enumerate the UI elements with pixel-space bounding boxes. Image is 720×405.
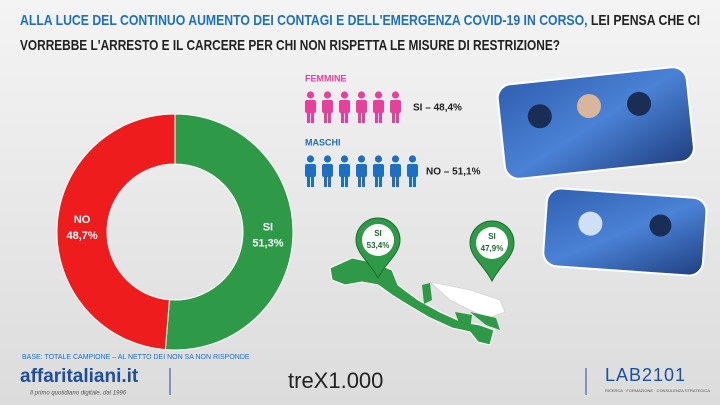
pin-share: 47,9% xyxy=(481,244,504,253)
slice-category: NO xyxy=(74,214,91,226)
base-note: BASE: TOTALE CAMPIONE – AL NETTO DEI NON… xyxy=(22,354,250,361)
person-body xyxy=(390,164,401,177)
person-body xyxy=(322,100,333,113)
person-leg xyxy=(328,111,331,123)
person-body xyxy=(373,100,384,113)
person-leg xyxy=(375,111,378,123)
person-leg xyxy=(392,175,395,187)
person-leg xyxy=(345,175,348,187)
person-leg xyxy=(379,175,382,187)
pin-share: 53,4% xyxy=(367,241,390,250)
person-leg xyxy=(413,175,416,187)
person-head xyxy=(323,91,332,99)
person-leg xyxy=(358,111,361,123)
person-leg xyxy=(307,175,310,187)
male-label: MASCHI xyxy=(305,137,341,147)
person-head xyxy=(357,91,366,99)
slice xyxy=(56,113,176,351)
title-rest: LEI PENSA CHE CI xyxy=(591,12,700,29)
person-leg xyxy=(324,111,327,123)
italy-map xyxy=(329,257,506,346)
brand-tagline: Il primo quotidiano digitale, dal 1996 xyxy=(30,391,127,397)
person-leg xyxy=(409,175,412,187)
person-head xyxy=(340,155,349,163)
person-body xyxy=(407,164,418,177)
slice-category: SI xyxy=(263,222,273,234)
brand: affaritaliani.it xyxy=(20,366,139,387)
person-head xyxy=(357,155,366,163)
person-head xyxy=(408,155,417,163)
person-leg xyxy=(362,175,365,187)
pin-answer: SI xyxy=(488,232,496,241)
person-leg xyxy=(345,111,348,123)
female-icons xyxy=(305,91,401,123)
male-result: NO – 51,1% xyxy=(426,167,481,178)
person-leg xyxy=(328,175,331,187)
person-body xyxy=(356,100,367,113)
pin-inner xyxy=(362,224,394,256)
person-leg xyxy=(375,175,378,187)
pin-inner xyxy=(476,227,508,259)
female-result: SI – 48,4% xyxy=(413,103,462,114)
title-line-1: ALLA LUCE DEL CONTINUO AUMENTO DEI CONTA… xyxy=(20,12,700,29)
person-leg xyxy=(392,111,395,123)
person-leg xyxy=(341,111,344,123)
person-body xyxy=(373,164,384,177)
male-icons xyxy=(305,155,418,187)
person-head xyxy=(340,91,349,99)
pin-answer: SI xyxy=(374,229,382,238)
photo-1 xyxy=(496,66,695,180)
person-head xyxy=(391,91,400,99)
person-head xyxy=(306,91,315,99)
person-leg xyxy=(396,175,399,187)
donut-chart: SI 51,3% NO 48,7% xyxy=(56,113,294,351)
lab-tagline: RICERCA · FORMAZIONE · CONSULENZA STRATE… xyxy=(605,388,710,393)
person-leg xyxy=(358,175,361,187)
person-body xyxy=(322,164,333,177)
slice-value-label: 48,7% xyxy=(66,230,97,242)
person-head xyxy=(306,155,315,163)
person-leg xyxy=(341,175,344,187)
person-leg xyxy=(307,111,310,123)
person-head xyxy=(391,155,400,163)
title-highlight: ALLA LUCE DEL CONTINUO AUMENTO DEI CONTA… xyxy=(20,12,588,29)
person-body xyxy=(356,164,367,177)
person-body xyxy=(339,100,350,113)
female-label: FEMMINE xyxy=(305,73,347,83)
person-leg xyxy=(379,111,382,123)
person-body xyxy=(390,100,401,113)
person-head xyxy=(323,155,332,163)
person-body xyxy=(305,100,316,113)
person-head xyxy=(374,91,383,99)
map-pins: SI 53,4% SI 47,9% xyxy=(355,217,515,283)
person-head xyxy=(374,155,383,163)
person-leg xyxy=(311,111,314,123)
person-body xyxy=(339,164,350,177)
lab-logo: LAB2101 xyxy=(605,365,686,385)
person-leg xyxy=(362,111,365,123)
photo-2 xyxy=(542,187,708,277)
title-line-2: VORREBBE L'ARRESTO E IL CARCERE PER CHI … xyxy=(20,37,560,54)
slice xyxy=(164,113,294,351)
person-body xyxy=(305,164,316,177)
person-leg xyxy=(311,175,314,187)
person-leg xyxy=(396,111,399,123)
person-leg xyxy=(324,175,327,187)
slice-value-label: 51,3% xyxy=(252,238,283,250)
partner-logo: treX1.000 xyxy=(288,368,383,393)
